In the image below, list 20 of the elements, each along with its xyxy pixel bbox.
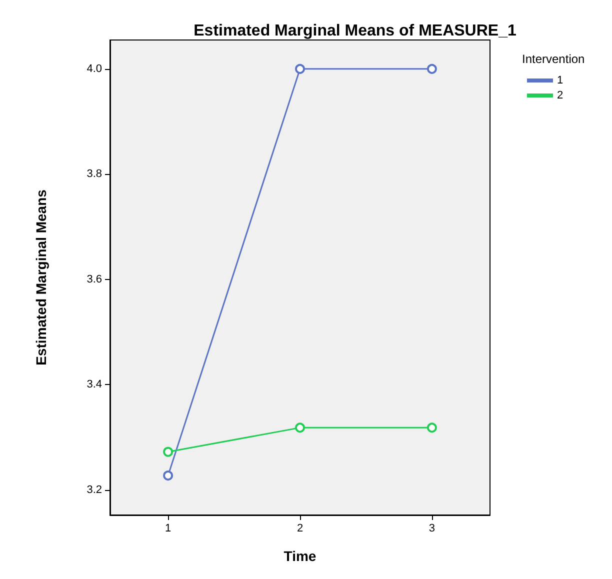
legend-label: 1 bbox=[557, 74, 564, 86]
legend-title: Intervention bbox=[522, 52, 585, 66]
point bbox=[426, 64, 437, 74]
y-tick-label: 4.0 bbox=[86, 62, 102, 75]
x-axis-title: Time bbox=[284, 548, 316, 564]
y-tick-label: 3.4 bbox=[86, 378, 102, 391]
x-tick-label: 3 bbox=[428, 522, 436, 534]
point bbox=[163, 446, 174, 457]
y-tick-label: 3.2 bbox=[86, 484, 102, 496]
point bbox=[163, 470, 174, 481]
x-tick-label: 2 bbox=[296, 522, 304, 534]
y-tick-label: 3.6 bbox=[86, 273, 102, 286]
legend-label: 2 bbox=[557, 90, 564, 102]
point bbox=[295, 422, 305, 433]
point bbox=[426, 422, 437, 433]
chart-title: Estimated Marginal Means of MEASURE_1 bbox=[194, 22, 516, 40]
point bbox=[295, 64, 305, 74]
y-tick-label: 3.8 bbox=[86, 168, 102, 180]
y-axis-title: Estimated Marginal Means bbox=[33, 189, 49, 366]
x-tick-label: 1 bbox=[164, 522, 172, 534]
